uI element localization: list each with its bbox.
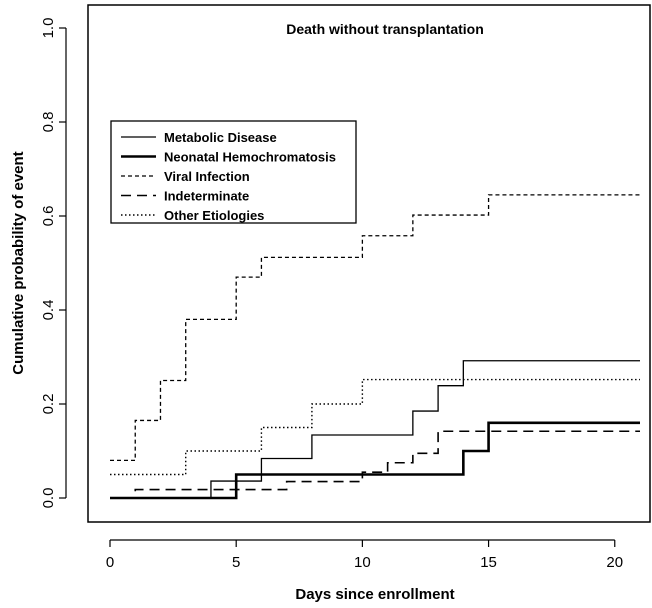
legend-label: Viral Infection — [164, 169, 250, 184]
legend-label: Neonatal Hemochromatosis — [164, 150, 336, 165]
series-line-3 — [110, 194, 640, 462]
series-line-1 — [110, 360, 640, 499]
y-tick-label: 1.0 — [40, 18, 57, 39]
y-tick-label: 0.0 — [40, 488, 57, 509]
plot-frame — [87, 4, 651, 523]
x-tick-label: 5 — [232, 554, 240, 571]
legend-label: Metabolic Disease — [164, 130, 277, 145]
series-line-2 — [110, 421, 640, 500]
series-line-4 — [110, 430, 640, 499]
x-axis-label: Days since enrollment — [295, 586, 454, 603]
legend: Metabolic Disease Neonatal Hemochromatosi… — [110, 120, 357, 224]
x-tick-label: 15 — [480, 554, 497, 571]
y-tick-label: 0.4 — [40, 300, 57, 321]
legend-box — [110, 120, 357, 224]
y-tick-label: 0.8 — [40, 112, 57, 133]
x-tick-label: 20 — [606, 554, 623, 571]
legend-label: Indeterminate — [164, 189, 249, 204]
chart-title: Death without transplantation — [286, 21, 484, 37]
y-tick-label: 0.6 — [40, 206, 57, 227]
x-tick-label: 0 — [106, 554, 114, 571]
legend-label: Other Etiologies — [164, 208, 264, 223]
series-lines — [110, 194, 640, 500]
y-axis-label: Cumulative probability of event — [10, 151, 27, 374]
y-tick-label: 0.2 — [40, 394, 57, 415]
x-tick-label: 10 — [354, 554, 371, 571]
axes: 0 5 10 15 20 0.0 0.2 0.4 0.6 0.8 1.0 — [40, 18, 623, 571]
